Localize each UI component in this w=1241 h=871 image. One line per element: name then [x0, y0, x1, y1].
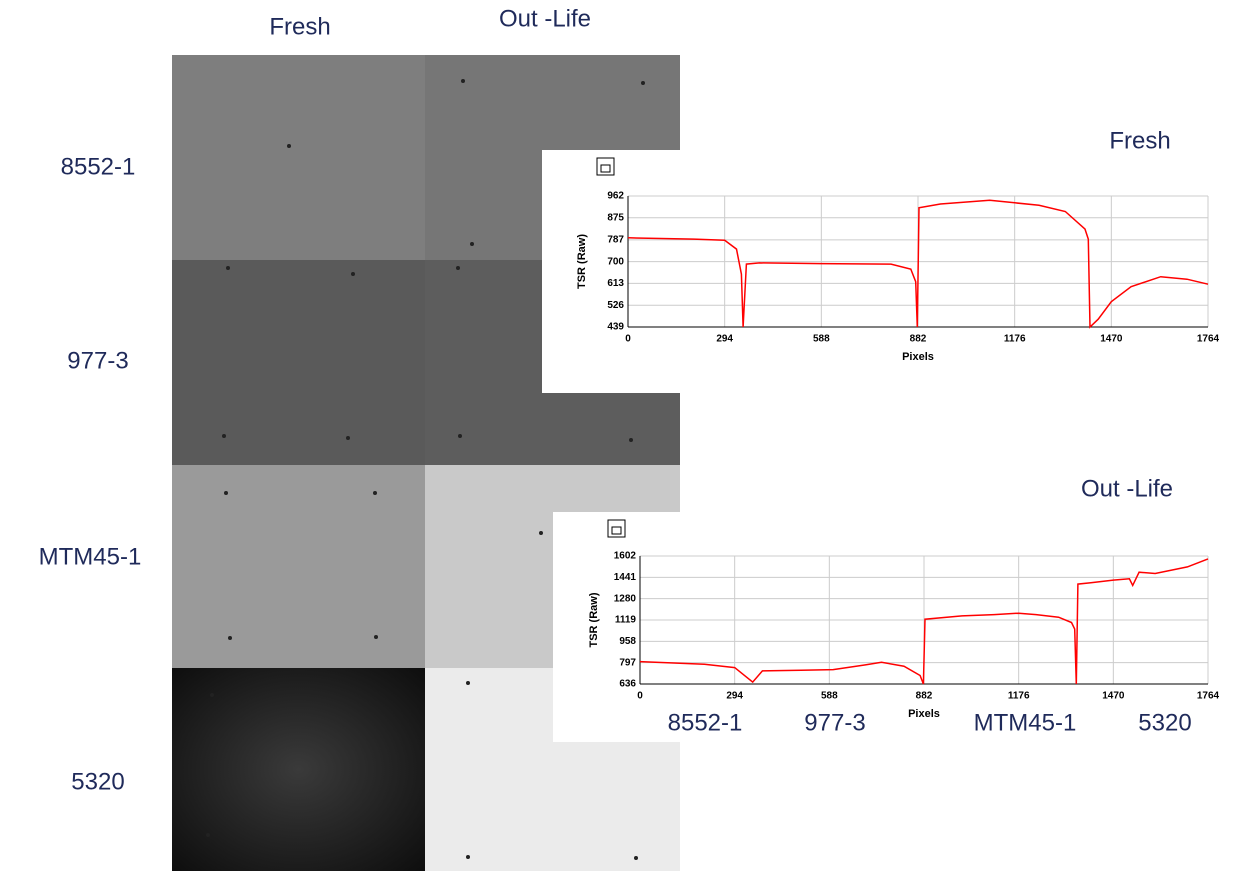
defect-dots — [206, 79, 645, 860]
chart-title: Fresh — [1109, 127, 1170, 154]
x-tick-label: 294 — [726, 691, 743, 702]
y-tick-label: 613 — [607, 278, 624, 289]
y-tick-label: 958 — [619, 636, 636, 647]
y-tick-label: 962 — [607, 191, 624, 202]
x-tick-label: 1470 — [1100, 334, 1123, 345]
x-tick-label: 1764 — [1197, 691, 1220, 702]
x-tick-label: 1764 — [1197, 334, 1220, 345]
y-tick-label: 1602 — [614, 551, 637, 562]
y-tick-label: 875 — [607, 212, 624, 223]
y-tick-label: 439 — [607, 322, 624, 333]
row-label: 977-3 — [67, 347, 128, 374]
x-tick-label: 1470 — [1102, 691, 1125, 702]
thermal-image — [172, 260, 425, 465]
chart-title: Out -Life — [1081, 475, 1173, 502]
y-tick-label: 797 — [619, 657, 636, 668]
y-axis-label: TSR (Raw) — [588, 592, 600, 647]
thermal-image — [172, 668, 425, 871]
annotation: MTM45-1 — [974, 709, 1077, 736]
x-tick-label: 294 — [716, 334, 733, 345]
annotation: 8552-1 — [668, 709, 743, 736]
y-tick-label: 700 — [607, 256, 624, 267]
y-tick-label: 787 — [607, 234, 624, 245]
data-line — [627, 199, 1209, 329]
x-axis-label: Pixels — [908, 708, 940, 720]
lock-icon — [596, 157, 615, 176]
x-tick-label: 1176 — [1004, 334, 1026, 345]
thermal-image — [172, 465, 425, 668]
row-label: MTM45-1 — [39, 543, 142, 570]
column-header: Fresh — [269, 13, 330, 40]
x-tick-label: 882 — [916, 691, 933, 702]
y-tick-label: 636 — [619, 679, 636, 690]
x-tick-label: 882 — [910, 334, 927, 345]
y-tick-label: 526 — [607, 300, 624, 311]
y-tick-label: 1280 — [614, 593, 637, 604]
row-label: 5320 — [71, 768, 124, 795]
x-tick-label: 588 — [813, 334, 830, 345]
lock-icon — [607, 519, 626, 538]
x-tick-label: 588 — [821, 691, 838, 702]
annotation: 977-3 — [804, 709, 865, 736]
row-label: 8552-1 — [61, 153, 136, 180]
annotation: 5320 — [1138, 709, 1191, 736]
thermal-image — [172, 55, 425, 260]
y-tick-label: 1441 — [614, 572, 637, 583]
x-tick-label: 1176 — [1008, 691, 1030, 702]
data-line — [639, 558, 1209, 685]
y-axis-label: TSR (Raw) — [576, 234, 588, 289]
column-header: Out -Life — [499, 5, 591, 32]
y-tick-label: 1119 — [615, 615, 637, 626]
x-tick-label: 0 — [625, 334, 631, 345]
x-axis-label: Pixels — [902, 351, 934, 363]
x-tick-label: 0 — [637, 691, 643, 702]
